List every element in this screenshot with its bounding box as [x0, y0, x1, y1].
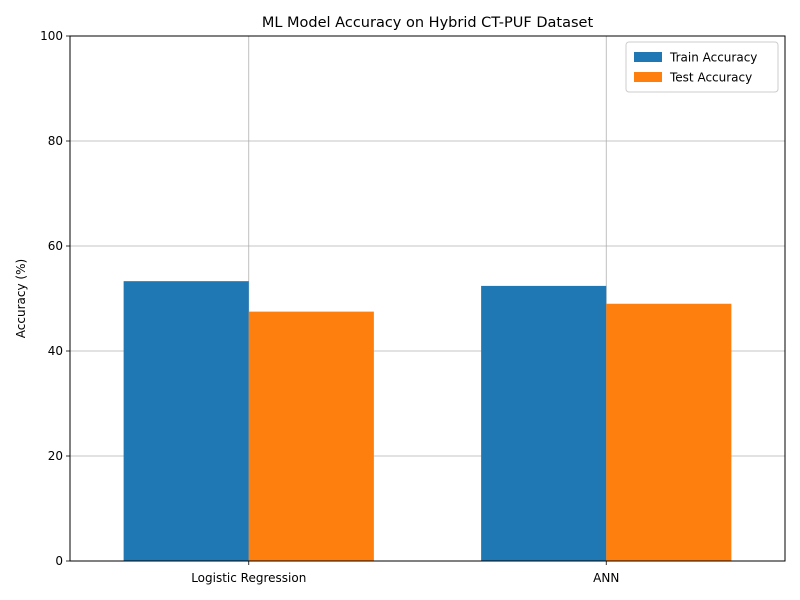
- y-tick-label: 100: [40, 29, 63, 43]
- chart-title: ML Model Accuracy on Hybrid CT-PUF Datas…: [262, 15, 594, 31]
- x-tick-label: Logistic Regression: [191, 571, 306, 585]
- y-tick-label: 80: [48, 134, 63, 148]
- legend-label: Train Accuracy: [669, 51, 757, 65]
- plot-frame: [69, 35, 786, 562]
- x-tick-label: ANN: [593, 571, 619, 585]
- bars: [123, 281, 732, 561]
- y-tick-label: 40: [48, 344, 63, 358]
- y-tick-label: 60: [48, 239, 63, 253]
- legend: Train Accuracy Test Accuracy: [625, 41, 779, 93]
- legend-swatch: [634, 52, 662, 62]
- y-tick-label: 20: [48, 449, 63, 463]
- bar-test: [606, 303, 732, 561]
- y-tick-label: 0: [55, 554, 63, 568]
- x-axis: Logistic Regression ANN: [191, 561, 619, 585]
- legend-swatch: [634, 72, 662, 82]
- bar-test: [248, 311, 374, 561]
- legend-label: Test Accuracy: [669, 71, 752, 85]
- bar-train: [481, 285, 607, 561]
- bar-train: [123, 281, 249, 561]
- y-axis-title: Accuracy (%): [14, 259, 28, 338]
- legend-box: [625, 41, 779, 93]
- y-axis: 0 20 40 60 80 100: [40, 29, 70, 568]
